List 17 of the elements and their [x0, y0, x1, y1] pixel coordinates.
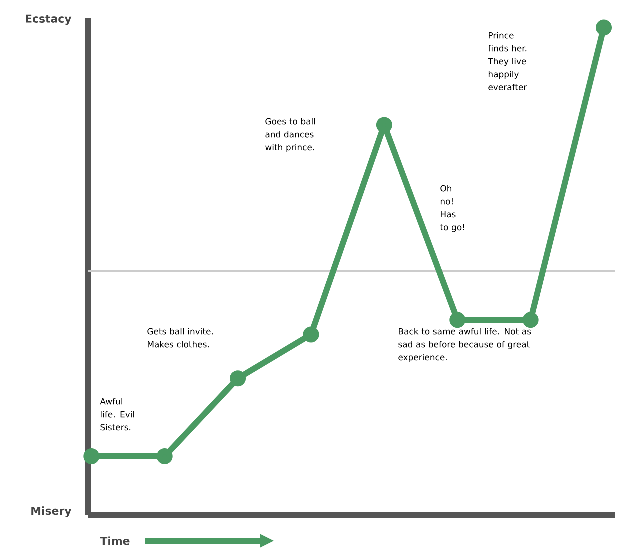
annotation: Gets ball invite. Makes clothes.	[148, 328, 214, 348]
text: Misery	[32, 506, 72, 518]
x-axis-title: Time	[100, 536, 130, 546]
annotation: Oh no! Has to go!	[440, 185, 464, 232]
point	[156, 448, 173, 465]
annotation: Awful life. Evil Sisters.	[100, 398, 134, 431]
point	[522, 312, 539, 328]
point	[596, 20, 612, 36]
text: Ecstacy	[26, 14, 72, 26]
point	[84, 448, 100, 465]
annotation: Prince finds her. They live happily everafter	[488, 32, 528, 91]
point	[230, 370, 246, 387]
annotation: Back to same awful life. Not as sad as before because of great experience.	[398, 328, 532, 362]
point	[376, 117, 392, 134]
annotation: Goes to ball and dances with prince.	[266, 118, 316, 152]
point	[303, 326, 320, 343]
point	[450, 312, 466, 328]
